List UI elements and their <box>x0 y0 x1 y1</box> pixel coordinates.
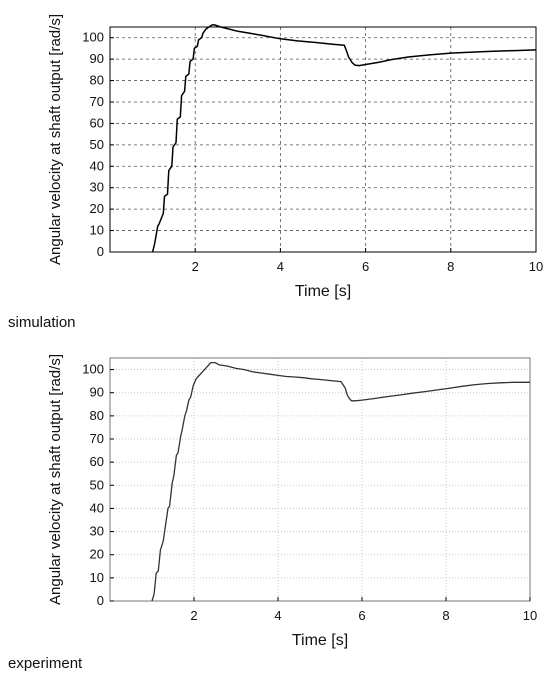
x-tick-label: 8 <box>447 259 454 274</box>
y-tick-label: 100 <box>82 30 104 45</box>
y-tick-label: 90 <box>90 51 104 66</box>
y-tick-label: 0 <box>97 593 104 608</box>
y-tick-label: 70 <box>90 431 104 446</box>
experiment-chart: 0 10 20 30 40 50 60 70 80 90 100 2 4 6 8 10 Time [s] Angu… <box>0 345 556 657</box>
y-tick-label: 20 <box>90 547 104 562</box>
y-tick-label: 80 <box>90 408 104 423</box>
experiment-caption: experiment <box>8 655 83 672</box>
x-tick-label: 10 <box>529 259 543 274</box>
y-tick-label: 60 <box>90 115 104 130</box>
series-line-0 <box>151 361 530 602</box>
y-tick-label: 100 <box>82 362 104 377</box>
y-tick-label: 10 <box>90 223 104 238</box>
y-tick-label: 0 <box>97 244 104 259</box>
y-tick-label: 30 <box>90 180 104 195</box>
y-tick-label: 20 <box>90 201 104 216</box>
x-axis-label: Time [s] <box>295 283 351 300</box>
x-tick-label: 8 <box>442 608 449 623</box>
experiment-chart-svg: 0 10 20 30 40 50 60 70 80 90 100 2 4 6 8 10 Time [s] Angu… <box>47 354 537 649</box>
plot-frame <box>109 26 537 253</box>
y-tick-label: 50 <box>90 137 104 152</box>
y-tick-label: 80 <box>90 73 104 88</box>
y-tick-label: 90 <box>90 385 104 400</box>
grid <box>110 27 536 252</box>
plot-frame <box>109 357 531 602</box>
x-tick-label: 10 <box>523 608 537 623</box>
y-tick-label: 70 <box>90 94 104 109</box>
y-tick-label: 40 <box>90 158 104 173</box>
y-tick-label: 60 <box>90 454 104 469</box>
y-tick-label: 30 <box>90 524 104 539</box>
y-tick-label: 50 <box>90 477 104 492</box>
y-tick-label: 10 <box>90 570 104 585</box>
simulation-caption: simulation <box>8 314 76 331</box>
simulation-chart-svg: 0 10 20 30 40 50 60 70 80 90 100 2 4 6 8 10 Time [s] Angu… <box>47 14 543 300</box>
x-axis-label: Time [s] <box>292 632 348 649</box>
x-tick-label: 6 <box>358 608 365 623</box>
y-axis-label: Angular velocity at shaft output [rad/s] <box>47 354 64 605</box>
x-tick-label: 4 <box>277 259 284 274</box>
x-tick-label: 6 <box>362 259 369 274</box>
y-tick-label: 40 <box>90 500 104 515</box>
simulation-chart: 0 10 20 30 40 50 60 70 80 90 100 2 4 6 8 10 Time [s] Angu… <box>0 0 556 308</box>
series-line-0 <box>151 24 537 253</box>
x-tick-label: 2 <box>190 608 197 623</box>
x-tick-label: 2 <box>192 259 199 274</box>
x-tick-label: 4 <box>274 608 281 623</box>
y-axis-label: Angular velocity at shaft output [rad/s] <box>47 14 64 265</box>
